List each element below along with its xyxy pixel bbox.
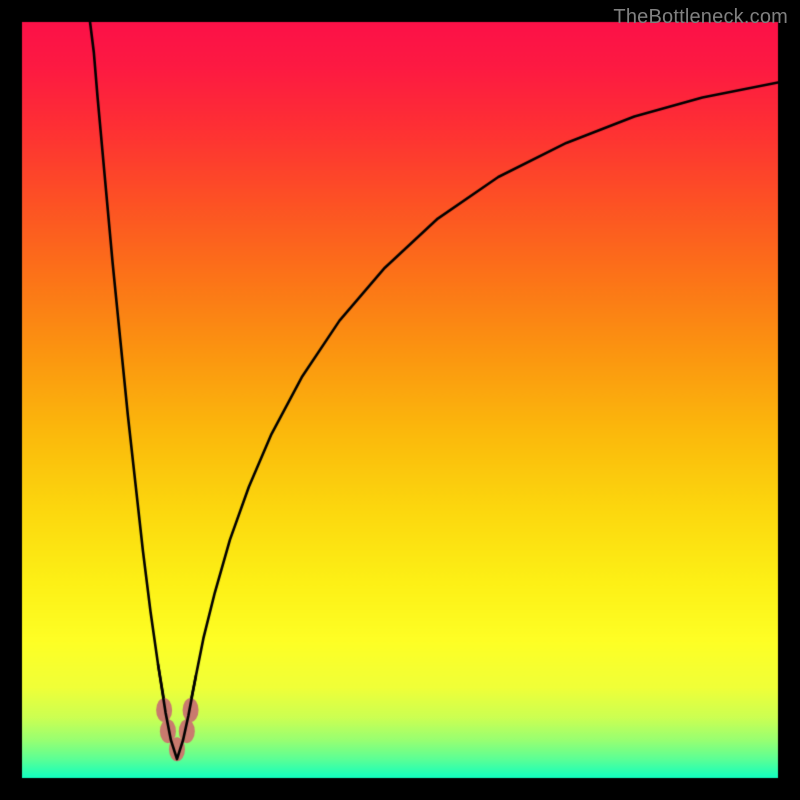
bottleneck-gradient-chart: [0, 0, 800, 800]
watermark-text: TheBottleneck.com: [613, 6, 788, 29]
chart-stage: TheBottleneck.com: [0, 0, 800, 800]
